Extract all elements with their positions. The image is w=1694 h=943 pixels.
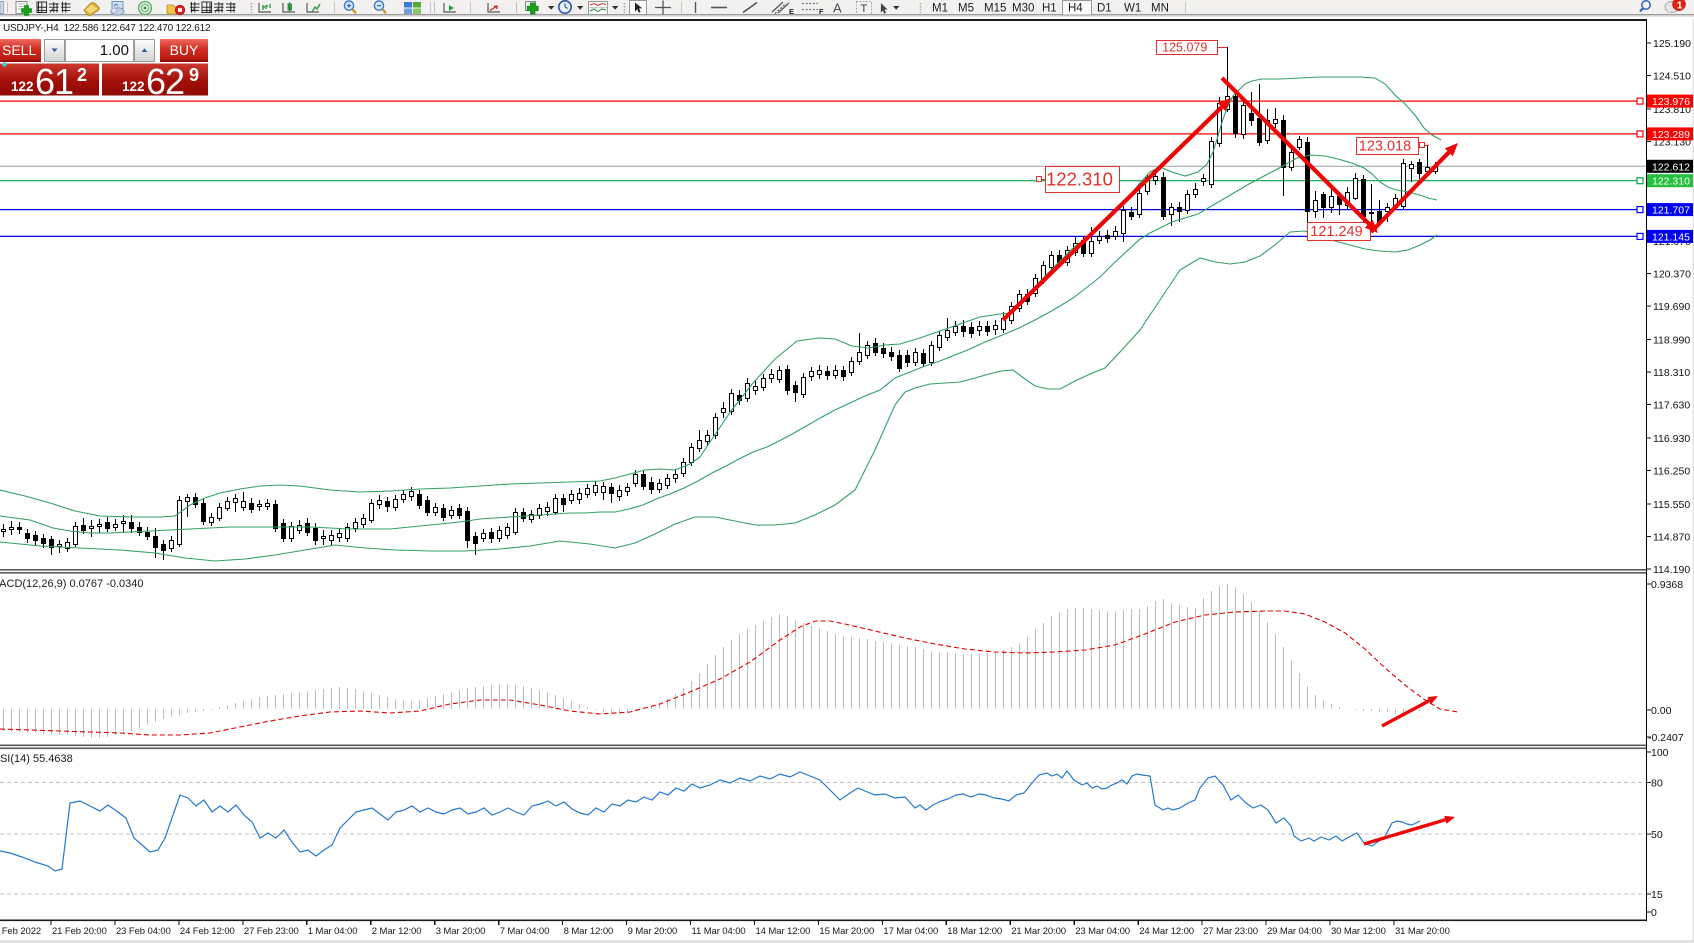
svg-text:11 Mar 04:00: 11 Mar 04:00 bbox=[692, 926, 746, 937]
svg-text:W1: W1 bbox=[1124, 3, 1141, 15]
svg-text:E: E bbox=[789, 7, 794, 16]
svg-text:30 Mar 12:00: 30 Mar 12:00 bbox=[1331, 926, 1386, 937]
svg-text:-0.2407: -0.2407 bbox=[1648, 732, 1684, 744]
svg-text:115.550: 115.550 bbox=[1653, 499, 1690, 511]
svg-text:15: 15 bbox=[1651, 889, 1663, 901]
svg-text:8 Mar 12:00: 8 Mar 12:00 bbox=[564, 926, 614, 937]
svg-text:0.00: 0.00 bbox=[1651, 705, 1672, 717]
svg-text:H1: H1 bbox=[1042, 3, 1057, 15]
svg-text:114.190: 114.190 bbox=[1653, 564, 1690, 576]
svg-text:T: T bbox=[861, 3, 868, 15]
svg-text:3 Mar 20:00: 3 Mar 20:00 bbox=[436, 926, 486, 937]
svg-text:H4: H4 bbox=[1068, 3, 1083, 15]
svg-text:0: 0 bbox=[1651, 907, 1657, 919]
svg-text:61: 61 bbox=[35, 61, 73, 102]
svg-text:17 Mar 04:00: 17 Mar 04:00 bbox=[883, 926, 938, 937]
svg-text:9 Mar 20:00: 9 Mar 20:00 bbox=[628, 926, 678, 937]
svg-text:MN: MN bbox=[1151, 3, 1169, 15]
svg-text:F: F bbox=[819, 7, 824, 16]
svg-text:100: 100 bbox=[1651, 747, 1669, 759]
svg-text:121.145: 121.145 bbox=[1652, 231, 1690, 243]
svg-text:118.990: 118.990 bbox=[1653, 335, 1690, 347]
svg-text:120.370: 120.370 bbox=[1653, 269, 1691, 281]
svg-text:117.630: 117.630 bbox=[1653, 400, 1690, 412]
svg-text:27 Feb 23:00: 27 Feb 23:00 bbox=[244, 926, 299, 937]
svg-text:50: 50 bbox=[1651, 829, 1663, 841]
svg-text:122: 122 bbox=[11, 79, 34, 94]
svg-text:23 Feb 04:00: 23 Feb 04:00 bbox=[116, 926, 171, 937]
svg-text:M1: M1 bbox=[932, 3, 948, 15]
svg-text:62: 62 bbox=[146, 61, 184, 102]
svg-text:23 Mar 04:00: 23 Mar 04:00 bbox=[1075, 926, 1130, 937]
svg-text:1.00: 1.00 bbox=[100, 42, 129, 59]
svg-text:80: 80 bbox=[1651, 778, 1663, 790]
svg-text:116.250: 116.250 bbox=[1653, 466, 1690, 478]
svg-text:125.079: 125.079 bbox=[1162, 41, 1207, 55]
svg-text:124.510: 124.510 bbox=[1653, 71, 1691, 83]
svg-text:114.870: 114.870 bbox=[1653, 532, 1690, 544]
svg-text:8 Feb 2022: 8 Feb 2022 bbox=[0, 926, 41, 937]
svg-text:119.690: 119.690 bbox=[1653, 301, 1690, 313]
svg-text:121.707: 121.707 bbox=[1652, 205, 1690, 217]
svg-text:2 Mar 12:00: 2 Mar 12:00 bbox=[372, 926, 422, 937]
svg-text:9: 9 bbox=[189, 65, 199, 85]
svg-text:MACD(12,26,9) 0.0767 -0.0340: MACD(12,26,9) 0.0767 -0.0340 bbox=[0, 578, 143, 590]
svg-text:122: 122 bbox=[122, 79, 145, 94]
svg-text:29 Mar 04:00: 29 Mar 04:00 bbox=[1267, 926, 1322, 937]
svg-text:1 Mar 04:00: 1 Mar 04:00 bbox=[308, 926, 358, 937]
svg-text:SELL: SELL bbox=[2, 42, 36, 58]
svg-text:RSI(14) 55.4638: RSI(14) 55.4638 bbox=[0, 753, 73, 765]
svg-text:123.976: 123.976 bbox=[1652, 96, 1690, 108]
svg-text:2: 2 bbox=[77, 65, 87, 85]
svg-text:A: A bbox=[833, 1, 842, 16]
svg-text:M30: M30 bbox=[1012, 3, 1034, 15]
svg-text:31 Mar 20:00: 31 Mar 20:00 bbox=[1395, 926, 1450, 937]
svg-text:24 Mar 12:00: 24 Mar 12:00 bbox=[1139, 926, 1194, 937]
svg-text:121.249: 121.249 bbox=[1310, 224, 1362, 240]
svg-text:116.930: 116.930 bbox=[1653, 433, 1690, 445]
svg-text:21 Feb 20:00: 21 Feb 20:00 bbox=[52, 926, 107, 937]
svg-text:123.018: 123.018 bbox=[1359, 139, 1411, 155]
svg-text:122.310: 122.310 bbox=[1652, 176, 1690, 188]
svg-text:118.310: 118.310 bbox=[1653, 367, 1690, 379]
svg-text:24 Feb 12:00: 24 Feb 12:00 bbox=[180, 926, 235, 937]
svg-text:15 Mar 20:00: 15 Mar 20:00 bbox=[819, 926, 874, 937]
svg-text:M15: M15 bbox=[984, 3, 1006, 15]
svg-text:123.289: 123.289 bbox=[1652, 129, 1690, 141]
svg-text:21 Mar 20:00: 21 Mar 20:00 bbox=[1011, 926, 1066, 937]
svg-text:D1: D1 bbox=[1097, 3, 1112, 15]
svg-text:14 Mar 12:00: 14 Mar 12:00 bbox=[756, 926, 811, 937]
svg-text:0.9368: 0.9368 bbox=[1651, 579, 1683, 591]
svg-text:M5: M5 bbox=[958, 3, 974, 15]
svg-text:BUY: BUY bbox=[170, 42, 199, 58]
svg-text:125.190: 125.190 bbox=[1653, 38, 1691, 50]
svg-text:USDJPY-,H4 122.586 122.647 12: USDJPY-,H4 122.586 122.647 122.470 122.6… bbox=[3, 23, 211, 34]
svg-text:122.612: 122.612 bbox=[1652, 161, 1690, 173]
svg-text:18 Mar 12:00: 18 Mar 12:00 bbox=[947, 926, 1002, 937]
svg-text:7 Mar 04:00: 7 Mar 04:00 bbox=[500, 926, 550, 937]
svg-text:122.310: 122.310 bbox=[1046, 169, 1113, 190]
svg-text:27 Mar 23:00: 27 Mar 23:00 bbox=[1203, 926, 1258, 937]
svg-text:1: 1 bbox=[1677, 0, 1683, 11]
